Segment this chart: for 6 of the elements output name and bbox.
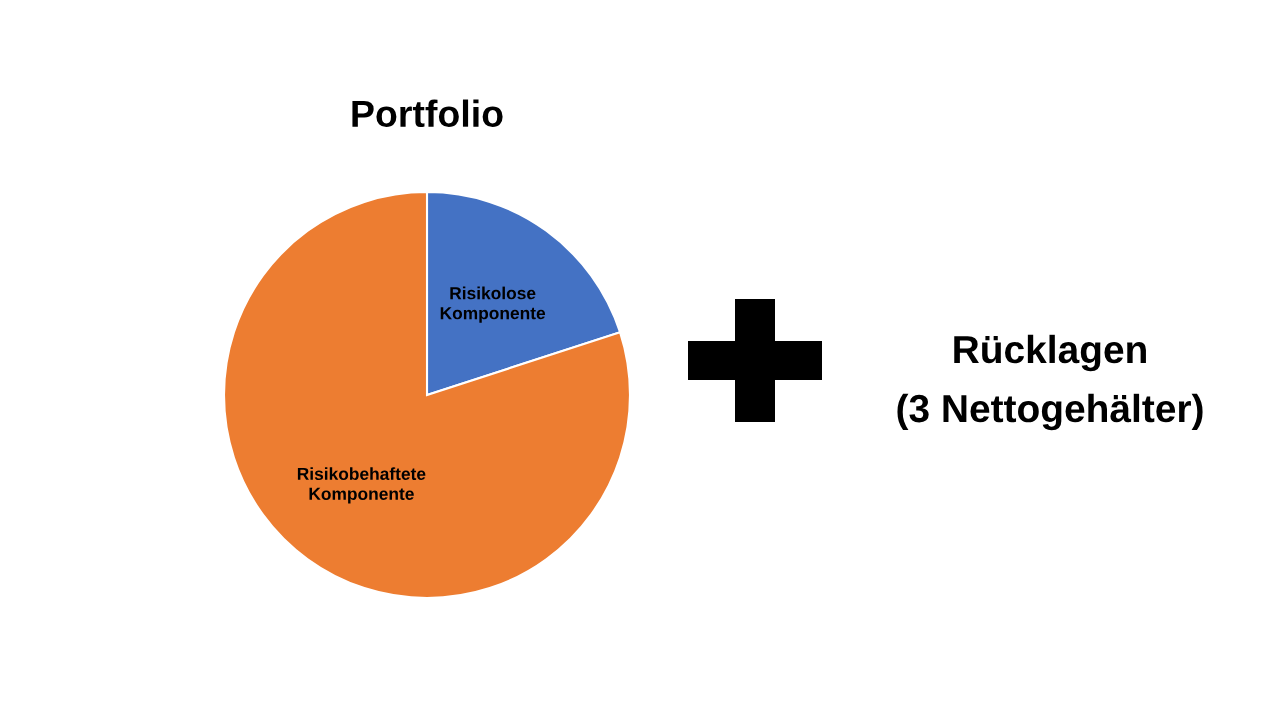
text: (3 Nettogehälter) — [897, 393, 1203, 431]
chart-title: Portfolio — [352, 99, 503, 128]
text: Rücklagen — [954, 334, 1146, 372]
slice-label: Risikolose Komponente — [440, 286, 546, 323]
pie-slice — [222, 190, 632, 600]
slice-label: Risikobehaftete Komponente — [297, 467, 426, 504]
